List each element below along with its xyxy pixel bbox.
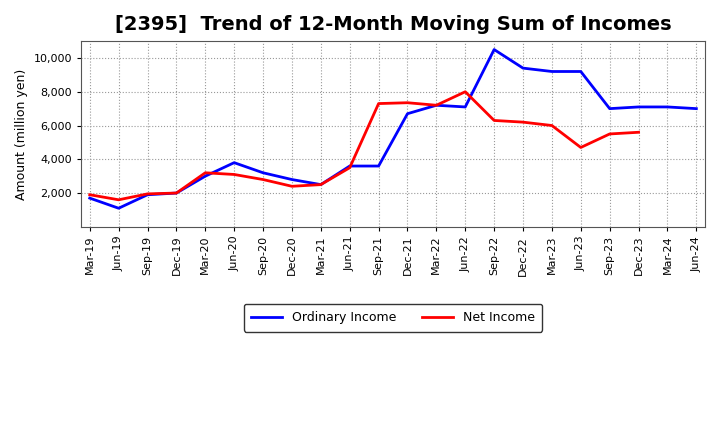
Ordinary Income (374, 163, 383, 169)
Ordinary Income (346, 163, 354, 169)
Ordinary Income (143, 192, 152, 198)
Net Income (114, 197, 123, 202)
Line: Net Income: Net Income (90, 92, 639, 200)
Title: [2395]  Trend of 12-Month Moving Sum of Incomes: [2395] Trend of 12-Month Moving Sum of I… (114, 15, 671, 34)
Ordinary Income (201, 173, 210, 179)
Line: Ordinary Income: Ordinary Income (90, 50, 696, 208)
Ordinary Income (663, 104, 672, 110)
Net Income (230, 172, 238, 177)
Net Income (461, 89, 469, 95)
Ordinary Income (692, 106, 701, 111)
Ordinary Income (317, 182, 325, 187)
Ordinary Income (114, 205, 123, 211)
Ordinary Income (230, 160, 238, 165)
Net Income (317, 182, 325, 187)
Ordinary Income (490, 47, 498, 52)
Ordinary Income (548, 69, 557, 74)
Ordinary Income (258, 170, 267, 176)
Ordinary Income (634, 104, 643, 110)
Net Income (634, 130, 643, 135)
Legend: Ordinary Income, Net Income: Ordinary Income, Net Income (243, 304, 542, 332)
Ordinary Income (287, 177, 296, 182)
Net Income (143, 191, 152, 197)
Ordinary Income (518, 66, 527, 71)
Ordinary Income (86, 195, 94, 201)
Net Income (606, 131, 614, 136)
Net Income (490, 118, 498, 123)
Ordinary Income (403, 111, 412, 116)
Net Income (86, 192, 94, 198)
Net Income (403, 100, 412, 105)
Ordinary Income (172, 191, 181, 196)
Net Income (258, 177, 267, 182)
Net Income (346, 165, 354, 170)
Net Income (172, 191, 181, 196)
Ordinary Income (461, 104, 469, 110)
Net Income (287, 183, 296, 189)
Y-axis label: Amount (million yen): Amount (million yen) (15, 68, 28, 200)
Net Income (577, 145, 585, 150)
Net Income (374, 101, 383, 106)
Net Income (518, 120, 527, 125)
Ordinary Income (577, 69, 585, 74)
Net Income (432, 103, 441, 108)
Net Income (201, 170, 210, 176)
Ordinary Income (606, 106, 614, 111)
Ordinary Income (432, 103, 441, 108)
Net Income (548, 123, 557, 128)
